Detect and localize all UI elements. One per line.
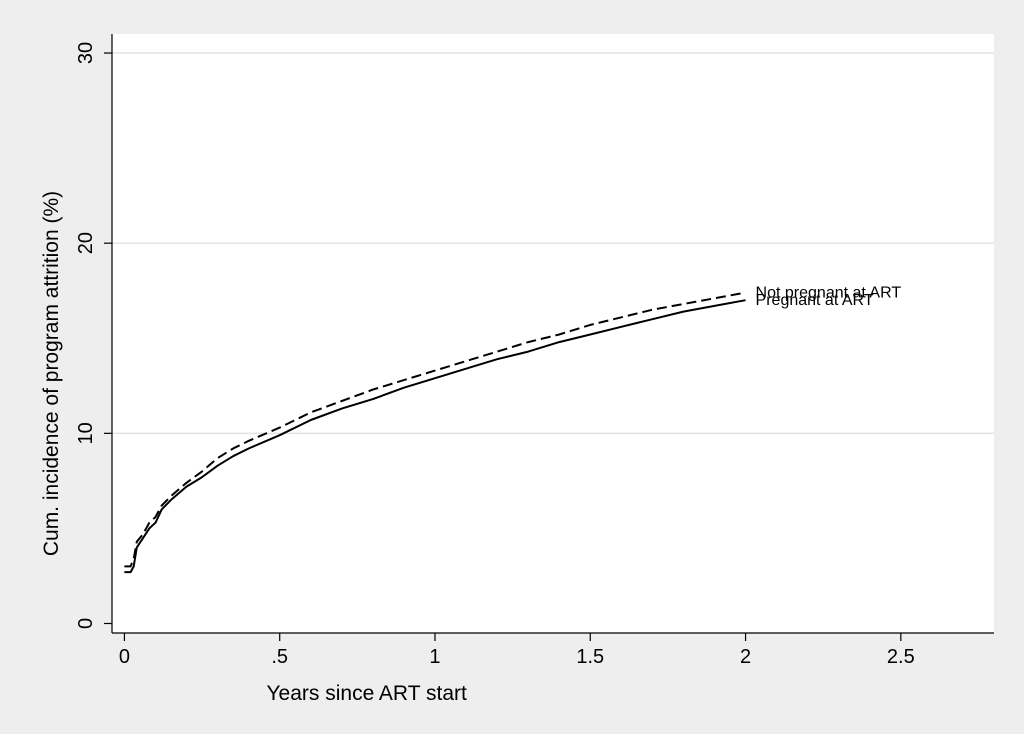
y-tick-label-1: 10 [75,422,97,444]
y-axis-title: Cum. incidence of program attrition (%) [40,191,63,556]
x-tick-label-4: 2 [740,646,751,668]
x-tick-label-1: .5 [271,646,288,668]
y-tick-label-2: 20 [75,232,97,254]
series-line-1 [124,291,746,568]
series-label-2: Pregnant at ART [756,292,874,309]
series-line-2 [124,299,746,574]
axis-layer: 0 10 20 30 0 .5 1 1.5 2 2.5 [75,34,994,668]
series-label-1: Not pregnant at ART [756,285,902,302]
x-tick-label-3: 1.5 [576,646,604,668]
x-axis-title: Years since ART start [266,682,467,705]
x-tick-label-5: 2.5 [887,646,915,668]
y-tick-label-3: 30 [75,42,97,64]
y-tick-label-0: 0 [75,618,97,629]
grid-layer [112,52,994,435]
x-tick-label-0: 0 [119,646,130,668]
x-tick-label-2: 1 [429,646,440,668]
plot-area [112,34,994,633]
